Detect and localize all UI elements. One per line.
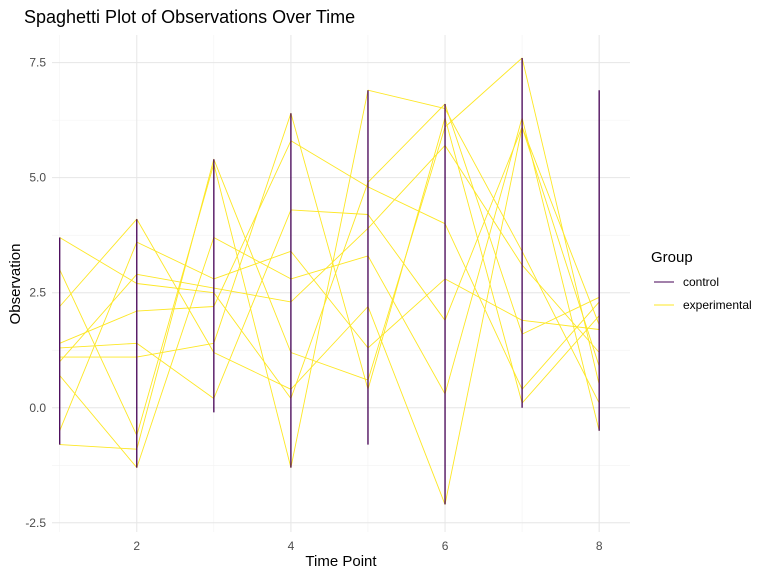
y-axis-ticks: -2.5 0.0 2.5 5.0 7.5 [25,56,46,530]
experimental-series-5 [59,117,600,469]
experimental-series-3 [59,126,600,399]
legend-label-control: control [683,275,719,289]
experimental-series-2 [59,57,600,450]
experimental-series-4 [59,112,600,404]
y-tick-label-4: 7.5 [29,56,46,70]
y-axis-title: Observation [7,244,24,325]
y-tick-label-3: 5.0 [29,171,46,185]
legend-label-experimental: experimental [683,298,752,312]
experimental-series-8 [59,126,600,505]
x-axis-title: Time Point [305,553,377,570]
experimental-series-9 [59,144,600,362]
experimental-series-6 [59,241,600,431]
x-tick-label-2: 6 [442,539,449,553]
chart-title: Spaghetti Plot of Observations Over Time [24,7,355,27]
experimental-lines [59,57,600,505]
x-tick-label-0: 2 [133,539,140,553]
y-tick-label-1: 0.0 [29,401,46,415]
experimental-series-10 [59,140,600,390]
experimental-series-1 [59,103,600,399]
control-lines [59,58,600,505]
x-axis-ticks: 2 4 6 8 [133,539,602,553]
x-tick-label-1: 4 [288,539,295,553]
experimental-series-7 [59,89,600,469]
x-tick-label-3: 8 [596,539,603,553]
legend: Group control experimental [651,249,752,312]
y-tick-label-0: -2.5 [25,516,46,530]
legend-title: Group [651,249,693,266]
y-tick-label-2: 2.5 [29,286,46,300]
